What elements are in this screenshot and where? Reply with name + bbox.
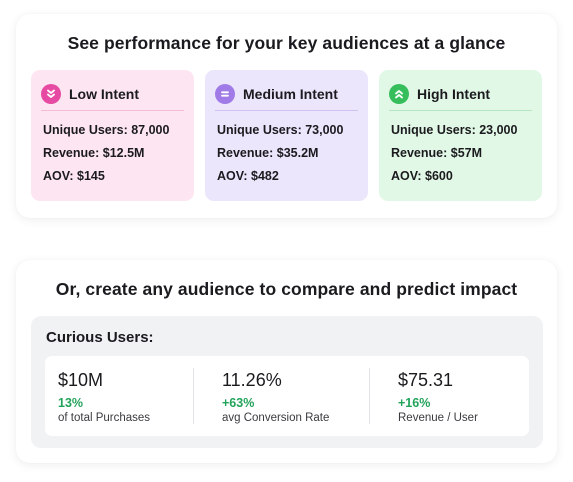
intent-tiers: Low Intent Unique Users: 87,000 Revenue:… — [31, 70, 543, 201]
tier-divider — [41, 110, 184, 111]
aov-stat: AOV: $145 — [43, 169, 105, 183]
revenue-stat: Revenue: $57M — [391, 146, 483, 160]
audience-name: Curious Users: — [46, 329, 154, 346]
metric-change: +16% — [398, 396, 431, 410]
metric-divider — [369, 368, 370, 424]
audience-metrics: $10M 13% of total Purchases 11.26% +63% … — [45, 356, 529, 436]
aov-stat: AOV: $482 — [217, 169, 279, 183]
revenue-stat: Revenue: $35.2M — [217, 146, 319, 160]
metric-label: avg Conversion Rate — [222, 412, 330, 424]
metric-change: +63% — [222, 396, 255, 410]
audience-compare-panel: Curious Users: $10M 13% of total Purchas… — [31, 316, 543, 448]
performance-heading: See performance for your key audiences a… — [67, 33, 506, 53]
tier-stats: Unique Users: 87,000 Revenue: $12.5M AOV… — [43, 122, 186, 191]
metric-change: 13% — [58, 396, 84, 410]
metric-revenue-per-user: $75.31 +16% Revenue / User — [398, 368, 478, 426]
audience-performance-card: See performance for your key audiences a… — [16, 14, 557, 218]
chevrons-down-icon — [41, 84, 61, 104]
metric-label: Revenue / User — [398, 412, 478, 424]
tier-title: Low Intent — [69, 86, 139, 102]
metric-value: $10M — [58, 370, 104, 390]
unique-users-stat: Unique Users: 73,000 — [217, 123, 344, 137]
aov-stat: AOV: $600 — [391, 169, 453, 183]
tier-stats: Unique Users: 73,000 Revenue: $35.2M AOV… — [217, 122, 360, 191]
tier-header: Low Intent — [41, 80, 184, 108]
metric-purchases: $10M 13% of total Purchases — [58, 368, 150, 426]
audience-compare-card: Or, create any audience to compare and p… — [16, 260, 557, 463]
revenue-stat: Revenue: $12.5M — [43, 146, 145, 160]
tier-title: High Intent — [417, 86, 491, 102]
unique-users-stat: Unique Users: 87,000 — [43, 123, 170, 137]
tier-header: Medium Intent — [215, 80, 358, 108]
tier-divider — [215, 110, 358, 111]
compare-heading: Or, create any audience to compare and p… — [55, 279, 518, 299]
tier-stats: Unique Users: 23,000 Revenue: $57M AOV: … — [391, 122, 534, 191]
tier-card-high-intent[interactable]: High Intent Unique Users: 23,000 Revenue… — [379, 70, 542, 201]
metric-value: $75.31 — [398, 370, 454, 390]
metric-conversion-rate: 11.26% +63% avg Conversion Rate — [222, 368, 329, 426]
tier-card-low-intent[interactable]: Low Intent Unique Users: 87,000 Revenue:… — [31, 70, 194, 201]
equals-icon — [215, 84, 235, 104]
tier-header: High Intent — [389, 80, 532, 108]
metric-divider — [193, 368, 194, 424]
tier-divider — [389, 110, 532, 111]
metric-label: of total Purchases — [58, 412, 151, 424]
tier-card-medium-intent[interactable]: Medium Intent Unique Users: 73,000 Reven… — [205, 70, 368, 201]
unique-users-stat: Unique Users: 23,000 — [391, 123, 518, 137]
metric-value: 11.26% — [222, 370, 282, 390]
tier-title: Medium Intent — [243, 86, 338, 102]
chevrons-up-icon — [389, 84, 409, 104]
